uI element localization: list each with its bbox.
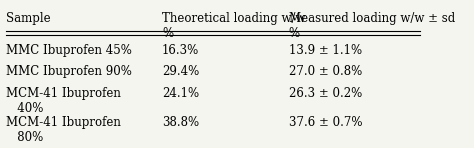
Text: MMC Ibuprofen 45%: MMC Ibuprofen 45% <box>6 44 131 57</box>
Text: MMC Ibuprofen 90%: MMC Ibuprofen 90% <box>6 65 131 78</box>
Text: 37.6 ± 0.7%: 37.6 ± 0.7% <box>289 116 362 129</box>
Text: MCM-41 Ibuprofen
   40%: MCM-41 Ibuprofen 40% <box>6 87 120 115</box>
Text: 38.8%: 38.8% <box>162 116 199 129</box>
Text: MCM-41 Ibuprofen
   80%: MCM-41 Ibuprofen 80% <box>6 116 120 144</box>
Text: 27.0 ± 0.8%: 27.0 ± 0.8% <box>289 65 362 78</box>
Text: 16.3%: 16.3% <box>162 44 199 57</box>
Text: Sample: Sample <box>6 12 50 25</box>
Text: Theoretical loading w/w
%: Theoretical loading w/w % <box>162 12 305 40</box>
Text: 26.3 ± 0.2%: 26.3 ± 0.2% <box>289 87 362 100</box>
Text: 29.4%: 29.4% <box>162 65 199 78</box>
Text: Measured loading w/w ± sd
%: Measured loading w/w ± sd % <box>289 12 455 40</box>
Text: 24.1%: 24.1% <box>162 87 199 100</box>
Text: 13.9 ± 1.1%: 13.9 ± 1.1% <box>289 44 362 57</box>
